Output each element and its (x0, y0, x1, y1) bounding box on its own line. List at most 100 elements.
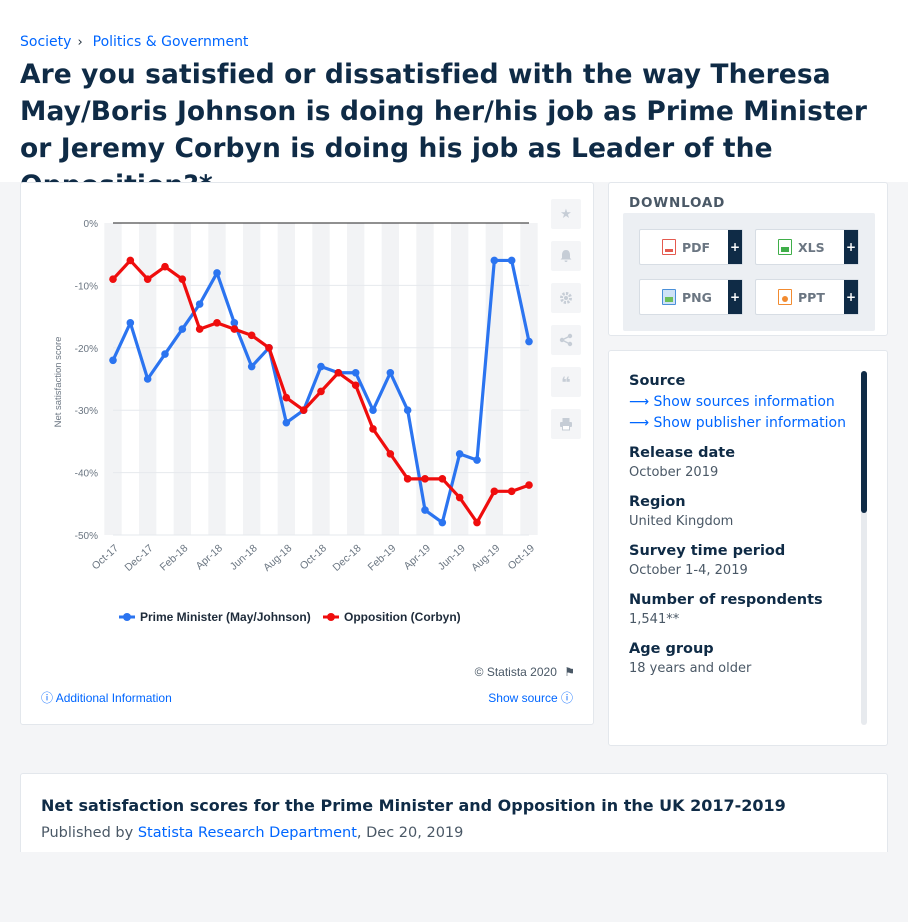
y-tick-label: -20% (75, 344, 98, 355)
info-circle-icon: ⓘ (41, 691, 54, 705)
show-sources-text: Show sources information (653, 394, 835, 410)
page-footer-band (0, 852, 908, 922)
data-point (161, 350, 169, 358)
data-point (178, 325, 187, 333)
download-options: PDF + XLS + PNG + PPT + (623, 213, 875, 331)
data-point (282, 393, 291, 402)
y-tick-label: -50% (75, 531, 98, 542)
ppt-plus[interactable]: + (844, 280, 858, 314)
additional-info-text: Additional Information (55, 691, 172, 705)
ppt-file-icon (778, 289, 792, 305)
breadcrumb-item-society[interactable]: Society (20, 34, 72, 50)
share-icon[interactable] (551, 325, 581, 355)
x-tick-label: Aug-18 (261, 542, 294, 574)
data-point (143, 275, 152, 283)
scrollbar-thumb[interactable] (861, 371, 867, 513)
show-source-text: Show source (488, 691, 558, 705)
data-point (178, 275, 187, 283)
download-ppt-button[interactable]: PPT + (755, 279, 859, 315)
data-point (403, 406, 412, 414)
png-plus[interactable]: + (728, 280, 742, 314)
pdf-label: PDF (682, 239, 711, 255)
data-point (455, 450, 464, 458)
breadcrumb-item-politics[interactable]: Politics & Government (92, 34, 249, 50)
grid-band (312, 223, 330, 535)
data-point (195, 300, 204, 308)
data-point (247, 362, 256, 371)
png-file-icon (662, 289, 676, 305)
release-date-value: October 2019 (629, 465, 719, 480)
print-icon[interactable] (551, 409, 581, 439)
breadcrumb-separator: › (77, 34, 83, 50)
xls-file-icon (778, 239, 792, 255)
xls-plus[interactable]: + (844, 230, 858, 264)
download-xls-button[interactable]: XLS + (755, 229, 859, 265)
x-tick-label: Dec-18 (330, 542, 363, 574)
download-pdf-button[interactable]: PDF + (639, 229, 743, 265)
y-tick-label: 0% (84, 219, 99, 230)
quote-icon[interactable]: ❝ (551, 367, 581, 397)
pdf-plus[interactable]: + (728, 230, 742, 264)
respondents-label: Number of respondents (629, 592, 823, 608)
pdf-file-icon (662, 239, 676, 255)
y-tick-label: -10% (75, 281, 98, 292)
data-point (421, 475, 429, 483)
data-point (230, 319, 239, 327)
data-point (507, 256, 516, 265)
data-point (490, 487, 499, 496)
x-tick-label: Apr-18 (194, 542, 226, 572)
data-point (403, 475, 412, 483)
grid-band (347, 223, 365, 535)
x-tick-label: Jun-18 (228, 542, 260, 573)
publisher-link[interactable]: Statista Research Department (137, 825, 357, 841)
show-publisher-text: Show publisher information (653, 415, 846, 431)
show-source-link[interactable]: Show source ⓘ (488, 689, 573, 706)
credit-text: © Statista 2020 (474, 665, 557, 679)
x-tick-label: Feb-18 (158, 542, 191, 573)
data-point (195, 325, 204, 333)
data-point (317, 362, 325, 371)
published-prefix: Published by (41, 825, 134, 841)
grid-band (277, 223, 295, 535)
data-point (386, 368, 395, 377)
related-title: Net satisfaction scores for the Prime Mi… (41, 796, 786, 815)
info-circle-icon: ⓘ (560, 691, 573, 705)
info-scrollbar[interactable] (861, 371, 867, 725)
gear-icon[interactable] (551, 283, 581, 313)
x-tick-label: Oct-17 (90, 542, 122, 572)
y-axis-label: Net satisfaction score (53, 337, 64, 428)
data-point (351, 368, 360, 377)
show-sources-link[interactable]: ⟶ Show sources information (629, 394, 864, 410)
download-card: DOWNLOAD PDF + XLS + PNG + PPT + (608, 182, 888, 336)
grid-band (243, 223, 261, 535)
flag-icon[interactable]: ⚑ (564, 665, 575, 679)
release-date-label: Release date (629, 445, 736, 461)
x-tick-label: Feb-19 (366, 542, 399, 573)
star-icon[interactable]: ★ (551, 199, 581, 229)
data-point (247, 331, 256, 340)
data-point (438, 475, 447, 483)
x-tick-label: Oct-18 (298, 542, 330, 572)
show-publisher-link[interactable]: ⟶ Show publisher information (629, 415, 864, 431)
bell-icon[interactable] (551, 241, 581, 271)
survey-period-label: Survey time period (629, 543, 786, 559)
age-group-label: Age group (629, 641, 714, 657)
data-point (421, 506, 429, 514)
ppt-label: PPT (798, 289, 825, 305)
download-png-button[interactable]: PNG + (639, 279, 743, 315)
data-point (473, 456, 481, 464)
region-label: Region (629, 494, 686, 510)
data-point (386, 450, 395, 458)
x-tick-label: Apr-19 (402, 542, 434, 572)
data-point (161, 262, 169, 271)
page-title: Are you satisfied or dissatisfied with t… (20, 59, 867, 201)
data-point (317, 387, 325, 396)
data-point (265, 344, 273, 352)
grid-band (381, 223, 399, 535)
x-tick-label: Oct-19 (506, 542, 538, 572)
additional-info-link[interactable]: ⓘ Additional Information (41, 689, 172, 706)
data-point (438, 518, 447, 527)
data-point (473, 518, 481, 527)
grid-band (451, 223, 469, 535)
data-point (525, 337, 533, 346)
